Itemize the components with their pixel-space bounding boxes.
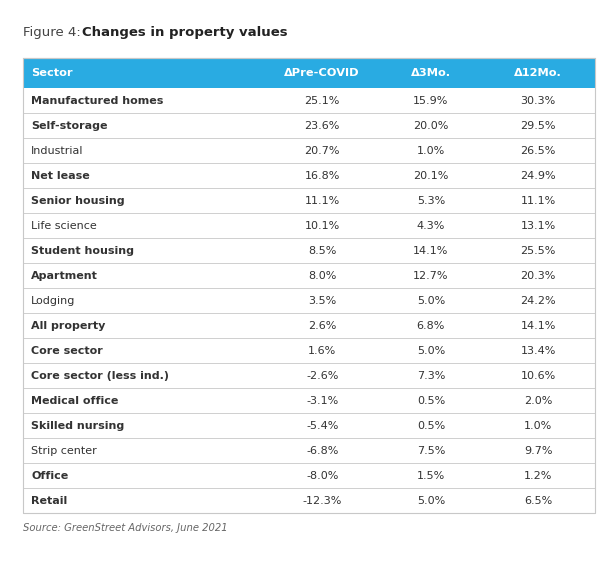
Text: 2.6%: 2.6% (308, 321, 336, 331)
Text: 29.5%: 29.5% (520, 121, 556, 131)
Text: Net lease: Net lease (31, 171, 90, 181)
Text: 7.5%: 7.5% (417, 446, 445, 456)
Text: Sector: Sector (31, 68, 73, 78)
Text: 13.4%: 13.4% (520, 346, 556, 356)
Text: -3.1%: -3.1% (306, 396, 338, 406)
Text: 24.2%: 24.2% (520, 296, 556, 306)
Text: 20.1%: 20.1% (413, 171, 448, 181)
Text: Medical office: Medical office (31, 396, 119, 406)
Text: 30.3%: 30.3% (520, 96, 556, 106)
Text: 13.1%: 13.1% (520, 221, 556, 231)
Text: Industrial: Industrial (31, 146, 84, 156)
Text: Self-storage: Self-storage (31, 121, 108, 131)
Text: 5.0%: 5.0% (417, 296, 445, 306)
Bar (23, 263, 595, 288)
Text: 20.0%: 20.0% (413, 121, 448, 131)
Text: Apartment: Apartment (31, 271, 98, 281)
Text: Figure 4:: Figure 4: (23, 26, 90, 39)
Bar (23, 338, 595, 363)
Text: Δ12Mo.: Δ12Mo. (514, 68, 562, 78)
Bar (23, 413, 595, 438)
Text: 8.5%: 8.5% (308, 246, 336, 256)
Bar (23, 488, 595, 513)
Text: 5.0%: 5.0% (417, 496, 445, 505)
Text: 9.7%: 9.7% (524, 446, 552, 456)
Text: Δ3Mo.: Δ3Mo. (411, 68, 451, 78)
Text: 15.9%: 15.9% (413, 96, 448, 106)
Text: 23.6%: 23.6% (304, 121, 340, 131)
Text: Life science: Life science (31, 221, 97, 231)
Text: 14.1%: 14.1% (413, 246, 448, 256)
Text: Office: Office (31, 471, 69, 480)
Text: 5.3%: 5.3% (417, 196, 445, 206)
Bar (23, 288, 595, 313)
Text: Source: GreenStreet Advisors, June 2021: Source: GreenStreet Advisors, June 2021 (23, 523, 228, 533)
Text: 5.0%: 5.0% (417, 346, 445, 356)
Text: -5.4%: -5.4% (306, 421, 338, 431)
Text: Core sector (less ind.): Core sector (less ind.) (31, 371, 169, 381)
Text: 11.1%: 11.1% (520, 196, 556, 206)
Text: Student housing: Student housing (31, 246, 134, 256)
Bar (23, 113, 595, 138)
Bar (23, 163, 595, 188)
Text: ΔPre-COVID: ΔPre-COVID (284, 68, 360, 78)
Bar (23, 438, 595, 463)
Text: 0.5%: 0.5% (417, 421, 445, 431)
Text: 10.6%: 10.6% (520, 371, 556, 381)
Text: All property: All property (31, 321, 106, 331)
Text: -2.6%: -2.6% (306, 371, 338, 381)
Text: 12.7%: 12.7% (413, 271, 448, 281)
Bar (23, 313, 595, 338)
Text: 1.5%: 1.5% (417, 471, 445, 480)
Bar (23, 238, 595, 263)
Text: 20.3%: 20.3% (520, 271, 556, 281)
Bar (23, 388, 595, 413)
Text: 24.9%: 24.9% (520, 171, 556, 181)
Text: Core sector: Core sector (31, 346, 103, 356)
Text: Changes in property values: Changes in property values (82, 26, 287, 39)
Text: 25.1%: 25.1% (304, 96, 340, 106)
Text: 2.0%: 2.0% (524, 396, 552, 406)
Text: Manufactured homes: Manufactured homes (31, 96, 164, 106)
Text: 11.1%: 11.1% (304, 196, 340, 206)
Text: Retail: Retail (31, 496, 68, 505)
Text: Lodging: Lodging (31, 296, 76, 306)
Text: 16.8%: 16.8% (304, 171, 340, 181)
Text: 0.5%: 0.5% (417, 396, 445, 406)
Text: 20.7%: 20.7% (304, 146, 340, 156)
Text: -6.8%: -6.8% (306, 446, 338, 456)
Text: 1.6%: 1.6% (308, 346, 336, 356)
Text: 1.2%: 1.2% (524, 471, 552, 480)
Text: 7.3%: 7.3% (417, 371, 445, 381)
Bar (23, 188, 595, 213)
Text: 10.1%: 10.1% (304, 221, 340, 231)
Bar (23, 58, 595, 88)
Text: 25.5%: 25.5% (520, 246, 556, 256)
Bar (23, 213, 595, 238)
Text: 8.0%: 8.0% (308, 271, 336, 281)
Text: 3.5%: 3.5% (308, 296, 336, 306)
Text: 4.3%: 4.3% (417, 221, 445, 231)
Text: -8.0%: -8.0% (306, 471, 338, 480)
Text: Strip center: Strip center (31, 446, 97, 456)
Bar (23, 88, 595, 113)
Bar (23, 58, 595, 513)
Text: 6.5%: 6.5% (524, 496, 552, 505)
Bar (23, 463, 595, 488)
Text: Senior housing: Senior housing (31, 196, 125, 206)
Bar (23, 363, 595, 388)
Text: 6.8%: 6.8% (417, 321, 445, 331)
Text: 14.1%: 14.1% (520, 321, 556, 331)
Text: -12.3%: -12.3% (303, 496, 342, 505)
Text: 26.5%: 26.5% (520, 146, 556, 156)
Text: 1.0%: 1.0% (417, 146, 445, 156)
Text: Skilled nursing: Skilled nursing (31, 421, 125, 431)
Text: 1.0%: 1.0% (524, 421, 552, 431)
Bar (23, 138, 595, 163)
